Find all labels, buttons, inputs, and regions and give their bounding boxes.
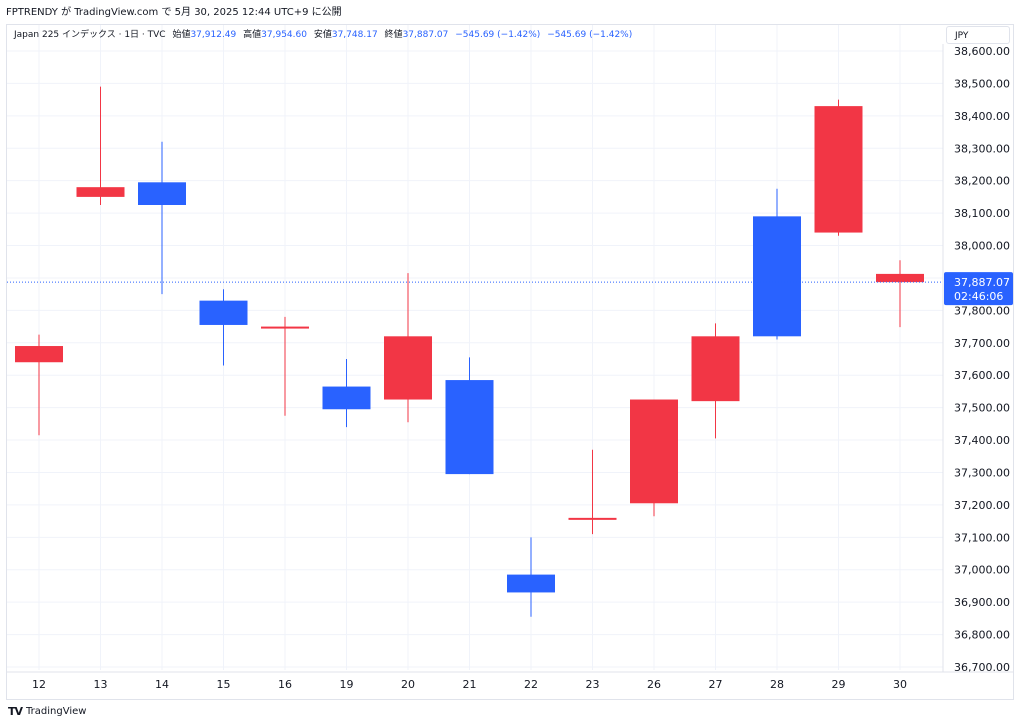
time-axis: 12 13 14 15 16 19 20 21 22 23 26 27 28 29 30: [7, 671, 1013, 691]
y-tick-label: 38,600.00: [954, 45, 1010, 58]
y-tick-label: 37,300.00: [954, 466, 1010, 479]
candle-body: [630, 399, 678, 504]
candle-body: [445, 380, 494, 475]
y-tick-label: 38,500.00: [954, 77, 1010, 90]
candle-body: [876, 273, 924, 283]
ohlc-legend: Japan 225 インデックス · 1日 · TVC 始値37,912.49 …: [14, 27, 632, 40]
y-tick-label: 37,700.00: [954, 337, 1010, 350]
y-tick-label: 38,000.00: [954, 240, 1010, 253]
candle-body: [76, 187, 125, 197]
x-tick-label: 22: [524, 678, 538, 691]
x-tick-label: 30: [893, 678, 907, 691]
x-tick-label: 19: [340, 678, 354, 691]
candle-body: [322, 386, 371, 410]
high-label: 高値: [243, 30, 262, 40]
candle-body: [199, 300, 248, 325]
y-tick-label: 37,200.00: [954, 499, 1010, 512]
candle-body: [507, 574, 555, 593]
x-tick-label: 13: [94, 678, 108, 691]
grid-lines: [7, 25, 943, 670]
x-tick-label: 14: [155, 678, 169, 691]
y-tick-label: 38,200.00: [954, 175, 1010, 188]
close-label: 終値: [384, 30, 403, 40]
y-tick-label: 36,700.00: [954, 661, 1010, 674]
chart-frame: [6, 24, 1014, 700]
candle-body: [814, 106, 863, 233]
high-value: 37,954.60: [261, 30, 307, 40]
candle-body: [138, 182, 186, 205]
x-tick-label: 12: [32, 678, 46, 691]
y-tick-label: 38,100.00: [954, 207, 1010, 220]
candles: [15, 86, 924, 617]
candle-body: [261, 326, 309, 329]
low-value: 37,748.17: [331, 30, 378, 40]
last-price-box: [944, 272, 1013, 306]
x-tick-label: 29: [832, 678, 846, 691]
y-tick-label: 37,400.00: [954, 434, 1010, 447]
x-tick-label: 20: [401, 678, 415, 691]
candle-body: [568, 517, 617, 520]
y-tick-label: 36,900.00: [954, 596, 1010, 609]
y-tick-label: 38,300.00: [954, 142, 1010, 155]
footer-brand: TradingView: [26, 706, 87, 717]
currency-button[interactable]: JPY: [946, 26, 1010, 44]
open-value: 37,912.49: [190, 30, 237, 40]
footer: TV TradingView: [8, 705, 86, 718]
countdown-value: 02:46:06: [954, 290, 1003, 303]
candle-body: [384, 336, 432, 400]
y-tick-label: 36,800.00: [954, 629, 1010, 642]
candle-body: [753, 216, 801, 337]
x-tick-label: 23: [586, 678, 600, 691]
x-tick-label: 27: [709, 678, 723, 691]
x-tick-label: 28: [770, 678, 784, 691]
y-tick-label: 37,100.00: [954, 531, 1010, 544]
symbol-label: Japan 225 インデックス · 1日 · TVC: [14, 30, 166, 40]
low-label: 安値: [313, 30, 332, 40]
candle-body: [15, 346, 63, 363]
y-tick-label: 37,800.00: [954, 304, 1010, 317]
change-value-2: −545.69 (−1.42%): [547, 30, 633, 40]
publish-caption: FPTRENDY が TradingView.com で 5月 30, 2025…: [6, 7, 342, 18]
open-label: 始値: [172, 30, 191, 40]
x-tick-label: 16: [278, 678, 292, 691]
price-axis: 36,700.00 36,800.00 36,900.00 37,000.00 37,1…: [942, 44, 1010, 674]
y-tick-label: 37,600.00: [954, 369, 1010, 382]
tradingview-logo-icon: TV: [8, 705, 23, 718]
y-tick-label: 37,500.00: [954, 402, 1010, 415]
x-tick-label: 21: [463, 678, 477, 691]
close-value: 37,887.07: [402, 30, 449, 40]
last-price-value: 37,887.07: [954, 276, 1010, 289]
change-value: −545.69 (−1.42%): [455, 30, 541, 40]
x-tick-label: 26: [647, 678, 661, 691]
x-tick-label: 15: [217, 678, 231, 691]
y-tick-label: 37,000.00: [954, 564, 1010, 577]
candle-body: [691, 336, 740, 402]
y-tick-label: 38,400.00: [954, 110, 1010, 123]
